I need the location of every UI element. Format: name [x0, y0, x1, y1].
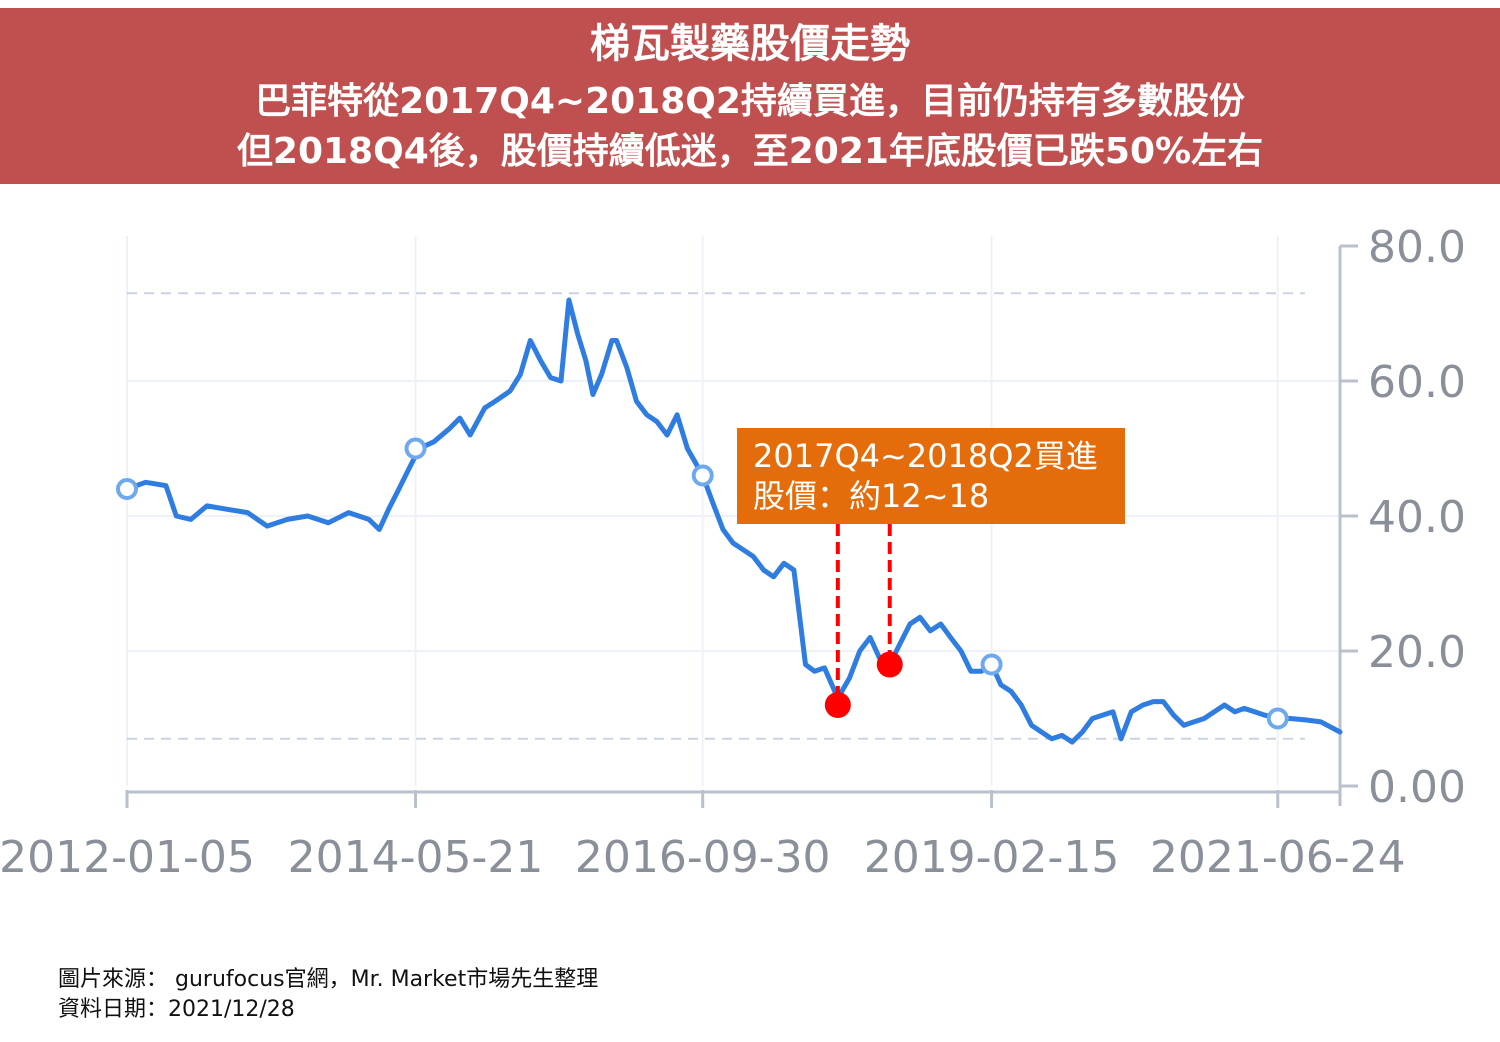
price-line — [124, 297, 1343, 745]
footer: 圖片來源： gurufocus官網，Mr. Market市場先生整理 資料日期：… — [58, 965, 598, 1025]
x-tick-label-3: 2019-02-15 — [864, 832, 1120, 883]
chart-title: 梯瓦製藥股價走勢 — [590, 21, 910, 67]
y-tick-label-4: 80.0 — [1368, 222, 1466, 273]
x-tick-label-1: 2014-05-21 — [288, 832, 544, 883]
y-tick-label-3: 60.0 — [1368, 357, 1466, 408]
stock-price-chart: 2012-01-05 2014-05-21 2016-09-30 2019-02-15… — [0, 222, 1466, 883]
buy-point-1 — [876, 651, 903, 678]
callout-price-range: 股價：約12~18 — [753, 477, 990, 515]
callout-buy-period: 2017Q4~2018Q2買進 — [753, 437, 1098, 475]
buy-range-callout: 2017Q4~2018Q2買進 股價：約12~18 — [737, 428, 1125, 524]
x-tick-label-0: 2012-01-05 — [0, 832, 255, 883]
line-marker-4 — [1266, 707, 1289, 730]
line-marker-1 — [404, 437, 427, 460]
x-tick-label-4: 2021-06-24 — [1150, 832, 1406, 883]
footer-source: 圖片來源： gurufocus官網，Mr. Market市場先生整理 — [58, 967, 599, 992]
buy-point-0 — [824, 692, 851, 718]
line-marker-2 — [691, 464, 714, 487]
footer-date: 資料日期：2021/12/28 — [58, 997, 295, 1022]
line-marker-3 — [980, 653, 1003, 676]
y-tick-label-0: 0.00 — [1368, 762, 1466, 813]
subtitle-line-1: 巴菲特從2017Q4~2018Q2持續買進，目前仍持有多數股份 — [255, 81, 1245, 122]
line-marker-0 — [116, 478, 138, 500]
x-tick-label-2: 2016-09-30 — [575, 832, 831, 883]
y-tick-label-2: 40.0 — [1368, 492, 1466, 543]
title-banner: 梯瓦製藥股價走勢 巴菲特從2017Q4~2018Q2持續買進，目前仍持有多數股份… — [0, 8, 1500, 184]
y-tick-label-1: 20.0 — [1368, 627, 1466, 678]
subtitle-line-2: 但2018Q4後，股價持續低迷，至2021年底股價已跌50%左右 — [236, 131, 1264, 172]
